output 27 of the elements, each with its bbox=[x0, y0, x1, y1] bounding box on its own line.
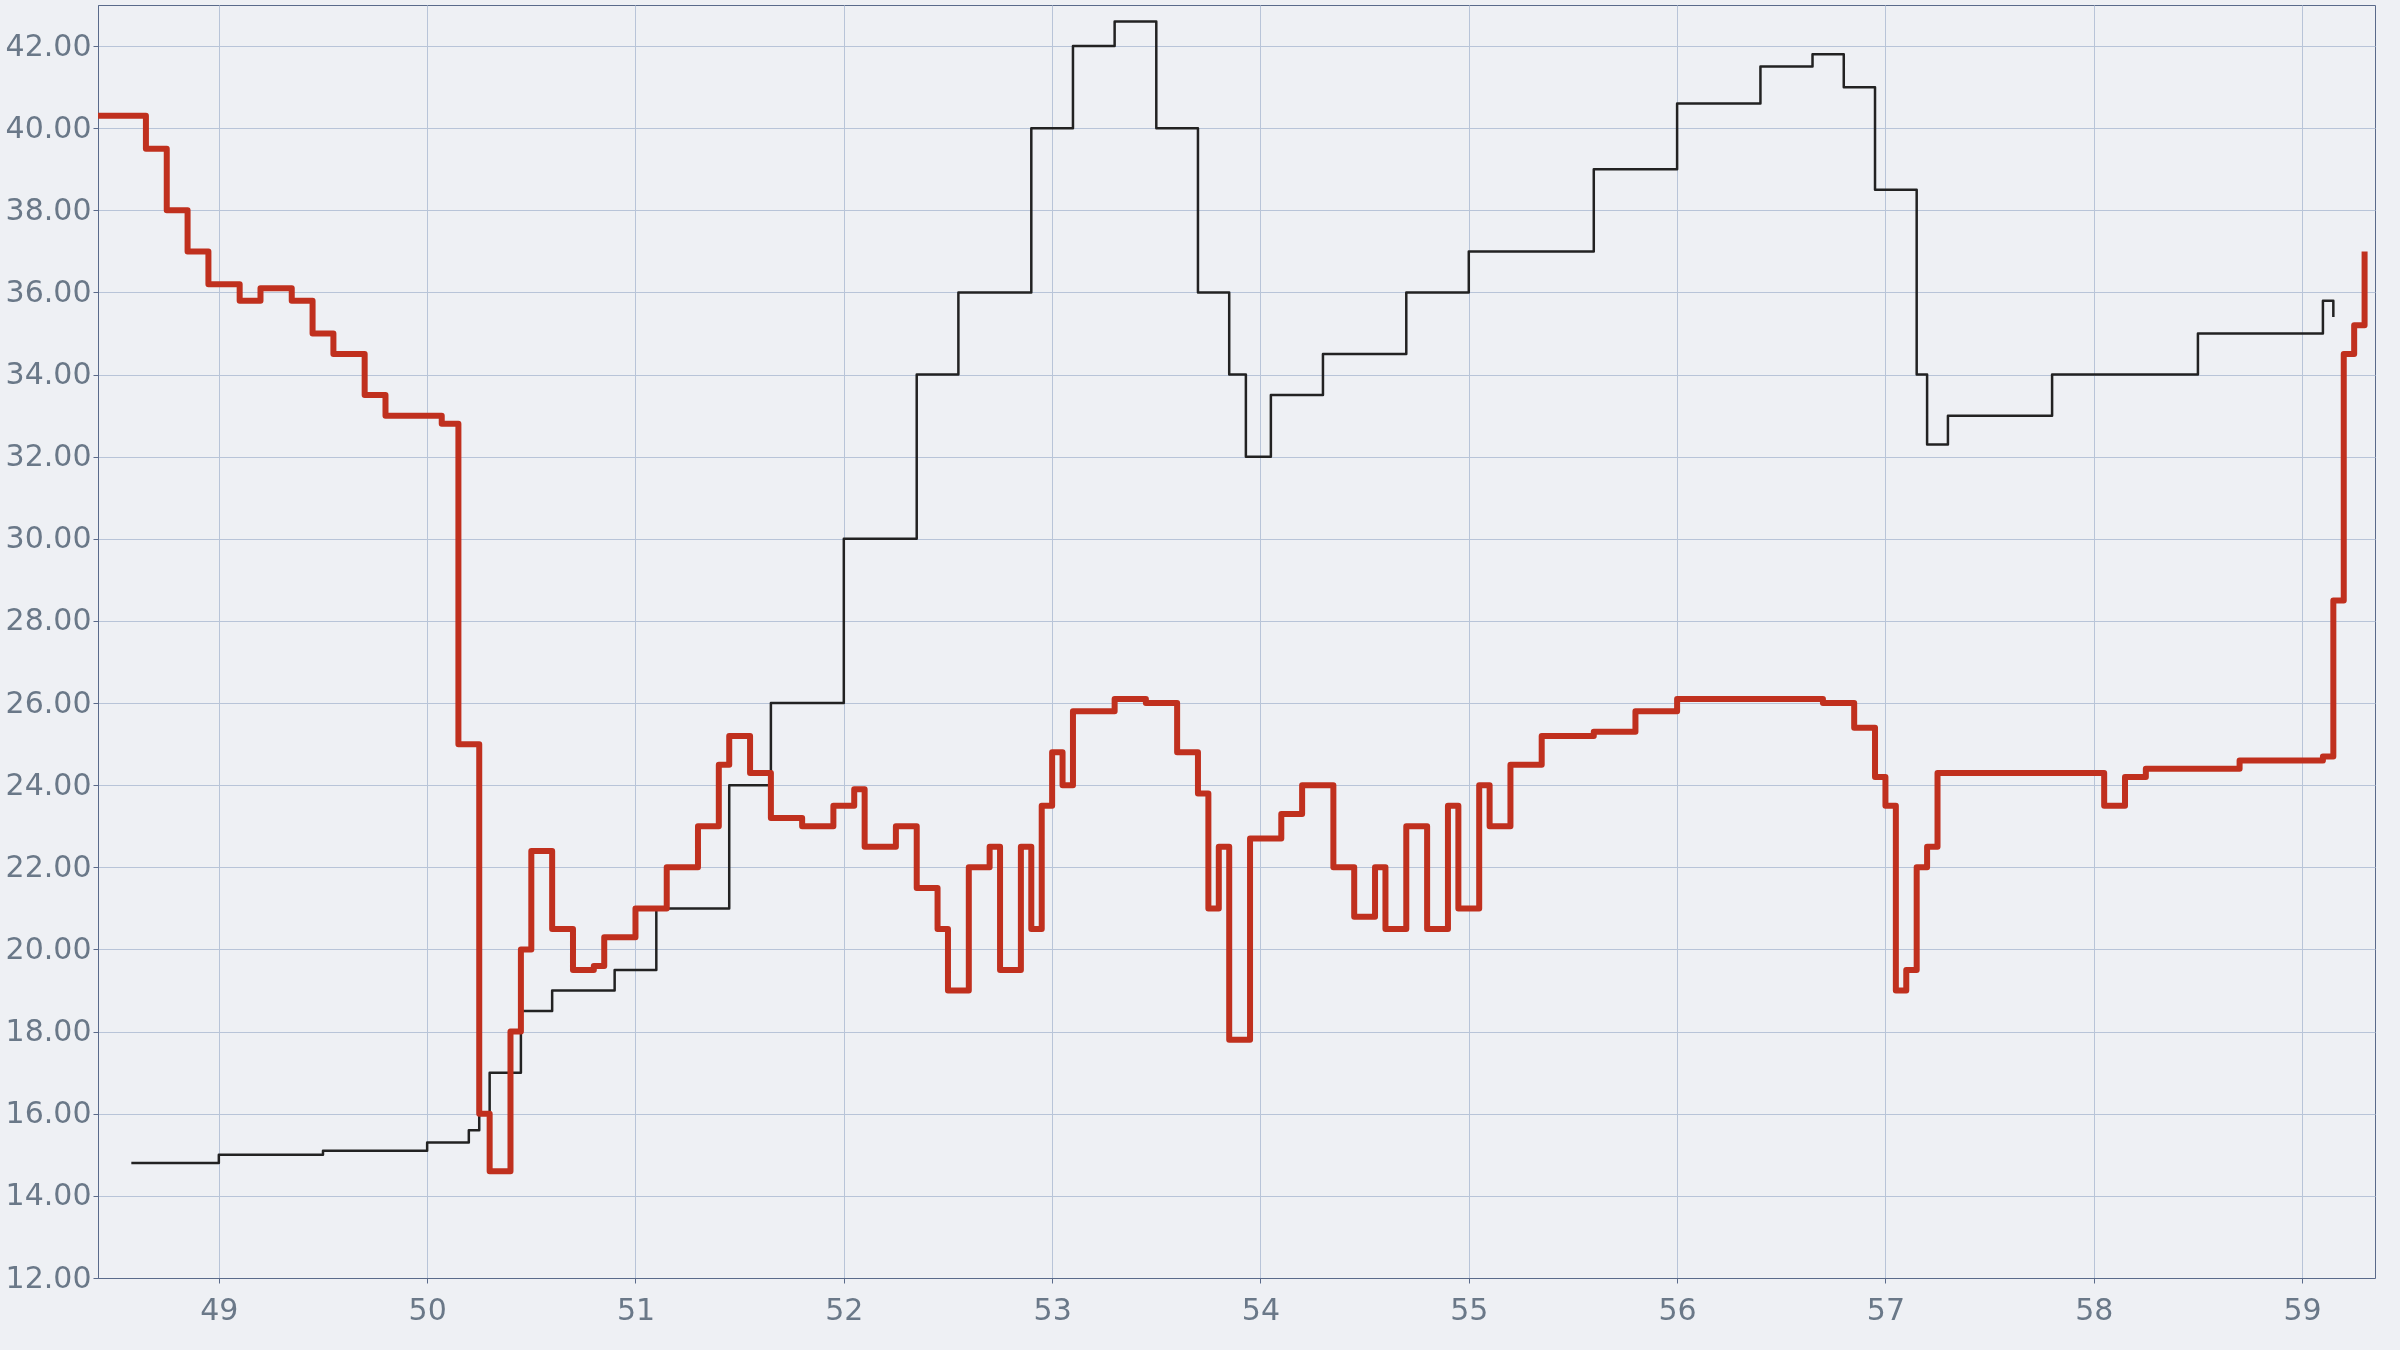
x-tick-label: 53 bbox=[1033, 1291, 1072, 1327]
x-tick-label: 51 bbox=[616, 1291, 656, 1327]
y-tick-label: 18.00 bbox=[5, 1013, 92, 1049]
y-tick-label: 32.00 bbox=[5, 438, 92, 474]
y-tick-label: 30.00 bbox=[5, 520, 92, 556]
x-tick-label: 55 bbox=[1450, 1291, 1489, 1327]
y-tick-label: 36.00 bbox=[5, 273, 92, 309]
y-tick-label: 34.00 bbox=[5, 356, 92, 392]
y-tick-label: 42.00 bbox=[5, 27, 92, 63]
x-tick-label: 52 bbox=[825, 1291, 864, 1327]
x-tick-label: 56 bbox=[1658, 1291, 1697, 1327]
y-tick-label: 12.00 bbox=[5, 1259, 92, 1295]
x-tick-label: 57 bbox=[1866, 1291, 1906, 1327]
y-tick-label: 16.00 bbox=[5, 1095, 92, 1131]
x-tick-label: 54 bbox=[1241, 1291, 1281, 1327]
y-tick-label: 24.00 bbox=[5, 766, 92, 802]
y-tick-label: 22.00 bbox=[5, 848, 92, 884]
x-tick-label: 50 bbox=[408, 1291, 447, 1327]
y-tick-label: 40.00 bbox=[5, 109, 92, 145]
y-tick-label: 14.00 bbox=[5, 1177, 92, 1213]
y-tick-label: 38.00 bbox=[5, 191, 92, 227]
y-tick-label: 28.00 bbox=[5, 602, 92, 638]
x-tick-label: 49 bbox=[200, 1291, 239, 1327]
x-tick-label: 59 bbox=[2283, 1291, 2322, 1327]
y-tick-label: 20.00 bbox=[5, 930, 92, 966]
y-tick-label: 26.00 bbox=[5, 684, 92, 720]
x-tick-label: 58 bbox=[2075, 1291, 2114, 1327]
